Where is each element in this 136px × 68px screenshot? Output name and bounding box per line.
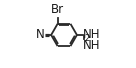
Text: Br: Br xyxy=(51,3,64,16)
Text: 2: 2 xyxy=(84,34,90,43)
Text: N: N xyxy=(35,28,44,41)
Text: NH: NH xyxy=(82,39,100,52)
Text: NH: NH xyxy=(83,28,100,41)
